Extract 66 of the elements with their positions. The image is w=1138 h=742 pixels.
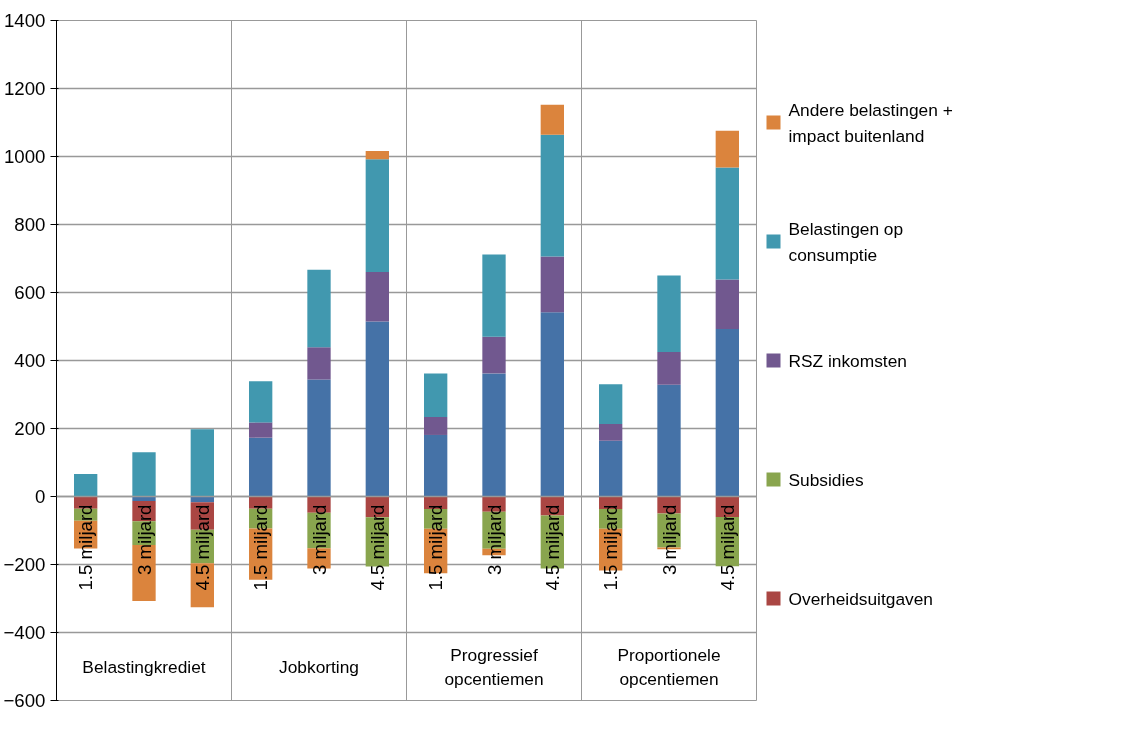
bar — [307, 269, 331, 348]
x-tick-label: 3 miljard — [658, 504, 680, 575]
y-tick-label: 400 — [14, 350, 46, 371]
y-tick-label: 600 — [14, 282, 46, 303]
x-tick-label: 4.5 miljard — [366, 504, 388, 591]
x-tick-label: 3 miljard — [483, 504, 505, 575]
y-tick-label: 1000 — [4, 146, 46, 167]
y-tick-label: −600 — [3, 690, 46, 711]
bar — [132, 452, 156, 497]
bar — [482, 336, 506, 374]
annotation: Belastingkrediet — [82, 656, 206, 677]
bar — [657, 352, 681, 385]
legend-label: RSZ inkomsten — [788, 350, 907, 371]
x-tick-label: 4.5 miljard — [541, 504, 563, 591]
bar — [74, 474, 98, 497]
annotation: Progressief opcentiemen — [444, 644, 544, 689]
bar — [540, 134, 564, 257]
legend-label: Overheidsuitgaven — [788, 588, 933, 609]
bar — [715, 130, 739, 168]
x-tick-label: 4.5 miljard — [191, 504, 213, 591]
y-tick-label: 1400 — [4, 10, 46, 31]
bar — [540, 312, 564, 497]
bar — [249, 381, 273, 423]
bar — [365, 272, 389, 322]
bar — [715, 167, 739, 280]
legend-label: Andere belastingen + impact buitenland — [788, 99, 953, 146]
bar — [657, 275, 681, 352]
annotation: Proportionele opcentiemen — [617, 644, 721, 689]
bar — [365, 151, 389, 160]
bar — [599, 440, 623, 497]
bar — [715, 279, 739, 329]
y-tick-label: 200 — [14, 418, 46, 439]
bar — [190, 429, 214, 497]
x-tick-label: 1.5 miljard — [425, 504, 447, 591]
bar — [599, 384, 623, 425]
x-tick-label: 3 miljard — [308, 504, 330, 575]
bar — [424, 373, 448, 417]
bar — [424, 416, 448, 435]
bar — [307, 379, 331, 497]
x-tick-label: 3 miljard — [133, 504, 155, 575]
x-tick-label: 1.5 miljard — [250, 504, 272, 591]
y-tick-label: −200 — [3, 554, 46, 575]
x-tick-label: 1.5 miljard — [75, 504, 97, 591]
bar — [307, 347, 331, 380]
bar — [540, 104, 564, 135]
legend-label: Belastingen op consumptie — [788, 218, 904, 265]
legend-label: Subsidies — [788, 469, 864, 490]
bar — [424, 434, 448, 497]
bar — [249, 422, 273, 438]
bar — [657, 384, 681, 497]
bar — [365, 321, 389, 497]
annotation: Jobkorting — [279, 656, 359, 677]
bar — [599, 424, 623, 441]
bar — [365, 159, 389, 273]
bar — [715, 328, 739, 497]
x-tick-label: 4.5 miljard — [716, 504, 738, 591]
bar — [249, 437, 273, 497]
y-tick-label: 0 — [35, 486, 46, 507]
bar — [540, 256, 564, 313]
bar — [482, 254, 506, 337]
y-tick-label: 800 — [14, 214, 46, 235]
bar — [482, 373, 506, 497]
x-tick-label: 1.5 miljard — [600, 504, 622, 591]
bar — [132, 496, 156, 501]
y-tick-label: −400 — [3, 622, 46, 643]
y-tick-label: 1200 — [4, 78, 46, 99]
